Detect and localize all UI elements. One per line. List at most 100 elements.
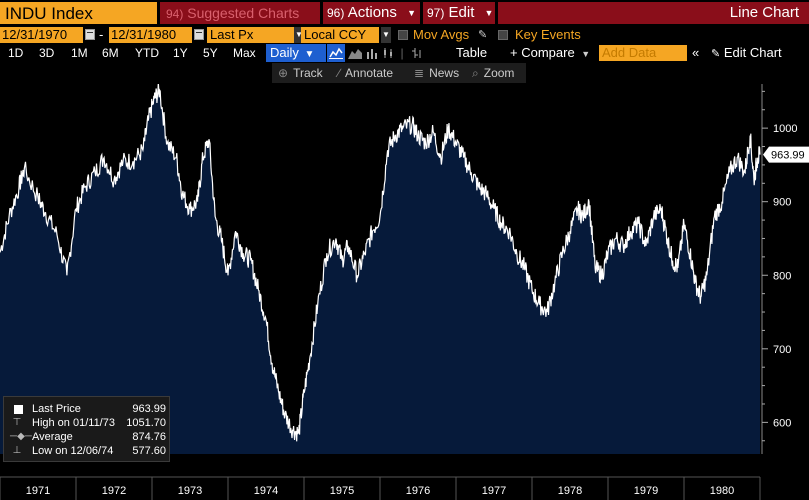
legend-last-price-value: 963.99 — [132, 403, 166, 415]
ohlc-chart-icon[interactable] — [410, 44, 424, 62]
period-bar: 1D 3D 1M 6M YTD 1Y 5Y Max Daily ▼ | Tabl… — [0, 44, 809, 62]
x-tick-label: 1980 — [710, 485, 734, 497]
period-ytd[interactable]: YTD — [135, 46, 159, 60]
end-date-field[interactable]: 12/31/1980 — [109, 27, 192, 43]
crosshair-icon: ⊕ — [278, 66, 289, 80]
x-tick-label: 1978 — [558, 485, 582, 497]
x-tick-label: 1977 — [482, 485, 506, 497]
compare-label: + Compare — [510, 45, 575, 60]
mov-avgs-checkbox[interactable] — [398, 30, 408, 40]
plot-area — [0, 84, 761, 454]
edit-label: Edit — [448, 4, 475, 21]
zoom-tool[interactable]: ⌕ Zoom — [472, 63, 514, 83]
actions-menu[interactable]: 96) Actions ▼ — [323, 2, 420, 24]
period-max[interactable]: Max — [233, 46, 256, 60]
ticker-field[interactable]: INDU Index — [0, 2, 157, 24]
chart-type-title: Line Chart — [498, 2, 809, 24]
x-axis: 1971 1972 1973 1974 1975 1976 1977 1978 1979 1980 — [0, 456, 809, 500]
legend-low-value: 577.60 — [132, 445, 166, 457]
price-line — [0, 84, 761, 442]
news-tool[interactable]: ≣ News — [414, 63, 459, 83]
zoom-label: Zoom — [483, 66, 515, 80]
compare-button[interactable]: + Compare ▼ — [510, 44, 590, 62]
separator: | — [400, 46, 404, 60]
edit-num: 97) — [427, 6, 445, 20]
legend-high-label: High on 01/11/73 — [32, 417, 115, 429]
suggested-charts-button[interactable]: 94) Suggested Charts — [160, 2, 320, 24]
line-tool-icon: ∕ — [338, 66, 341, 80]
actions-num: 96) — [327, 6, 345, 20]
frequency-select[interactable]: Daily ▼ — [266, 44, 326, 62]
track-tool[interactable]: ⊕ Track — [278, 63, 323, 83]
edit-menu[interactable]: 97) Edit ▼ — [423, 2, 495, 24]
collapse-chevron-icon[interactable]: « — [692, 45, 700, 60]
legend-high-value: 1051.70 — [126, 417, 166, 429]
calendar-icon[interactable] — [194, 29, 204, 40]
date-range-dash: - — [99, 27, 104, 42]
pencil-icon: ✎ — [711, 48, 721, 60]
candle-chart-icon[interactable] — [381, 44, 395, 62]
annotate-label: Annotate — [345, 66, 394, 80]
edit-chart-button[interactable]: ✎ Edit Chart — [711, 44, 782, 62]
caret-down-icon: ▼ — [581, 49, 591, 59]
dropdown-arrow-icon[interactable]: ▼ — [381, 27, 391, 43]
suggested-charts-label: Suggested Charts — [187, 5, 300, 21]
price-field-select[interactable]: Last Px — [207, 27, 295, 43]
news-icon: ≣ — [414, 66, 425, 80]
x-tick-label: 1974 — [254, 485, 278, 497]
period-1d[interactable]: 1D — [8, 46, 24, 60]
dropdown-arrow-icon[interactable]: ▼ — [294, 27, 304, 43]
legend-average-value: 874.76 — [132, 431, 166, 443]
caret-down-icon: ▼ — [484, 8, 494, 19]
high-marker-icon: ⊤ — [12, 417, 22, 428]
x-tick-label: 1979 — [634, 485, 658, 497]
pencil-icon[interactable]: ✎ — [478, 29, 488, 41]
mov-avgs-label: Mov Avgs — [413, 27, 470, 42]
last-price-tag — [763, 146, 809, 163]
line-chart-icon[interactable] — [327, 44, 345, 62]
legend-swatch — [10, 403, 24, 415]
period-5y[interactable]: 5Y — [203, 46, 218, 60]
calendar-icon[interactable] — [85, 29, 95, 40]
area-fill — [0, 84, 760, 454]
table-button[interactable]: Table — [456, 45, 488, 60]
period-1y[interactable]: 1Y — [173, 46, 188, 60]
suggested-charts-num: 94) — [166, 7, 184, 21]
period-1m[interactable]: 1M — [71, 46, 88, 60]
x-tick-label: 1971 — [26, 485, 50, 497]
mountain-chart-icon[interactable] — [346, 44, 364, 62]
low-marker-icon: ⊥ — [12, 445, 22, 456]
actions-label: Actions — [347, 4, 397, 21]
title-bar: INDU Index 94) Suggested Charts 96) Acti… — [0, 0, 809, 26]
x-tick-label: 1976 — [406, 485, 430, 497]
caret-down-icon: ▼ — [304, 49, 315, 60]
x-axis-band — [0, 456, 809, 500]
track-label: Track — [293, 66, 323, 80]
period-6m[interactable]: 6M — [102, 46, 119, 60]
annotate-tool[interactable]: ∕ Annotate — [338, 63, 393, 83]
y-tick-label: 700 — [773, 344, 791, 356]
x-tick-label: 1973 — [178, 485, 202, 497]
caret-down-icon: ▼ — [407, 8, 416, 19]
frequency-label: Daily — [270, 45, 299, 60]
add-data-input[interactable]: Add Data — [599, 45, 687, 61]
bar-chart-icon[interactable] — [364, 44, 380, 62]
legend-box: Last Price 963.99 ⊤ High on 01/11/73 105… — [3, 396, 170, 462]
key-events-label: Key Events — [515, 27, 581, 42]
x-tick-label: 1975 — [330, 485, 354, 497]
y-tick-label: 1000 — [773, 123, 797, 135]
x-tick-label: 1972 — [102, 485, 126, 497]
average-marker-icon: ─◆─ — [10, 431, 32, 442]
y-tick-label: 800 — [773, 270, 791, 282]
start-date-field[interactable]: 12/31/1970 — [0, 27, 83, 43]
edit-chart-label: Edit Chart — [723, 45, 782, 60]
key-events-checkbox[interactable] — [498, 30, 508, 40]
chart-tools: ⊕ Track ∕ Annotate ≣ News ⌕ Zoom — [272, 63, 526, 83]
legend-high: ⊤ High on 01/11/73 1051.70 — [8, 416, 168, 430]
period-3d[interactable]: 3D — [39, 46, 55, 60]
currency-select[interactable]: Local CCY — [301, 27, 379, 43]
legend-low: ⊥ Low on 12/06/74 577.60 — [8, 444, 168, 458]
y-axis: 600 700 800 900 1000 963.99 — [761, 84, 809, 454]
legend-average-label: Average — [32, 431, 73, 443]
